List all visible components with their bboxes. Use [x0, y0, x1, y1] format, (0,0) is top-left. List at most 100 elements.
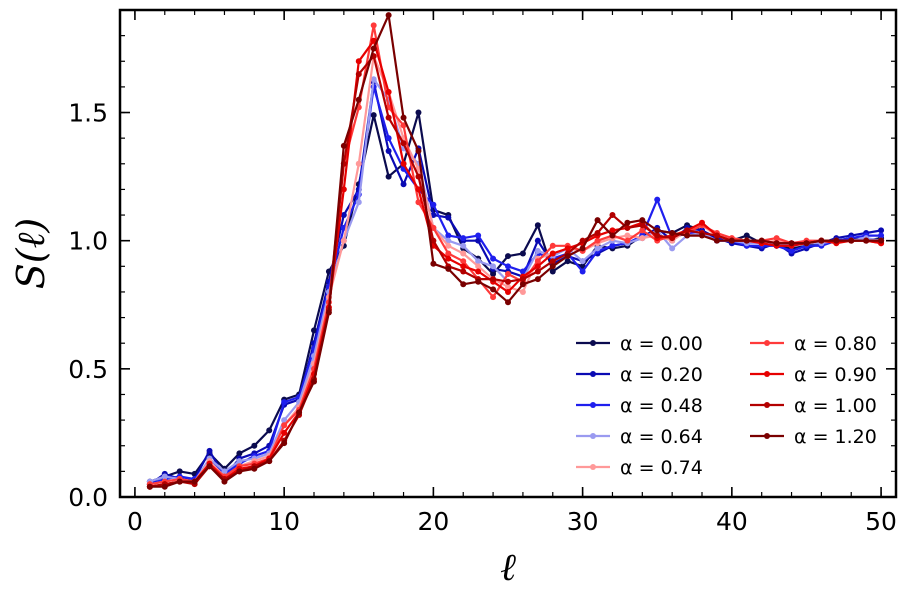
data-point	[191, 478, 198, 485]
data-point	[400, 122, 407, 129]
data-point	[534, 268, 541, 275]
series-0	[146, 109, 885, 485]
data-point	[549, 263, 556, 270]
data-point	[654, 227, 661, 234]
data-point	[146, 483, 153, 490]
data-point	[400, 181, 407, 188]
data-point	[564, 253, 571, 260]
data-point	[355, 71, 362, 78]
series-line	[149, 54, 882, 486]
data-point	[505, 283, 511, 290]
data-point	[460, 281, 467, 288]
data-point	[325, 309, 332, 316]
data-point	[878, 227, 885, 234]
x-tick-label: 50	[865, 507, 897, 536]
data-point	[385, 12, 392, 19]
data-point	[534, 222, 541, 229]
data-point	[415, 186, 422, 193]
data-point	[728, 237, 735, 244]
data-point	[594, 237, 601, 244]
series-line	[149, 54, 882, 488]
data-point	[624, 232, 631, 239]
data-point	[445, 232, 452, 239]
data-point	[340, 142, 347, 149]
data-point	[654, 232, 661, 239]
data-point	[519, 268, 526, 275]
x-tick-label: 0	[127, 507, 143, 536]
data-point	[564, 245, 571, 252]
x-axis-label: ℓ	[500, 545, 516, 589]
legend-swatch-marker	[764, 402, 770, 408]
data-point	[519, 288, 526, 295]
legend-entry: α = 0.20	[576, 364, 703, 386]
data-point	[505, 299, 511, 306]
data-point	[281, 429, 288, 436]
y-tick-label: 1.0	[68, 227, 108, 256]
plot-border	[118, 8, 898, 499]
data-point	[266, 458, 273, 465]
legend-entry: α = 0.64	[576, 426, 703, 448]
data-point	[385, 114, 392, 121]
data-point	[594, 229, 601, 236]
data-point	[609, 242, 616, 249]
series-line	[149, 39, 882, 488]
y-tick-label: 1.5	[68, 99, 108, 128]
legend-label: α = 0.64	[620, 426, 703, 448]
data-point	[743, 232, 750, 239]
data-point	[460, 242, 467, 249]
legend-swatch-marker	[590, 402, 596, 408]
data-point	[549, 242, 556, 249]
data-point	[803, 240, 810, 247]
data-point	[788, 240, 795, 247]
legend-label: α = 1.00	[794, 395, 877, 417]
data-point	[370, 45, 377, 52]
data-point	[400, 114, 407, 121]
data-point	[579, 268, 586, 275]
data-point	[430, 237, 437, 244]
data-point	[385, 135, 392, 142]
data-point	[549, 250, 556, 257]
series-6	[146, 37, 885, 490]
data-point	[490, 276, 497, 283]
data-point	[699, 219, 705, 226]
legend-entry: α = 0.74	[576, 457, 703, 479]
series-line	[149, 111, 882, 483]
data-point	[281, 399, 288, 406]
series-8	[146, 12, 885, 490]
data-point	[460, 268, 467, 275]
data-point	[505, 253, 511, 260]
data-point	[206, 447, 213, 454]
data-point	[699, 232, 705, 239]
legend: α = 0.00 α = 0.20 α = 0.48 α = 0.64 α = 0.74…	[576, 333, 877, 479]
data-point	[400, 160, 407, 167]
legend-label: α = 1.20	[794, 426, 877, 448]
data-point	[758, 237, 765, 244]
y-tick-label: 0.0	[68, 483, 108, 512]
data-point	[311, 327, 317, 334]
axis-ticks: 0 10 20 30 40 50 0.0 0.5 1.0 1.5	[68, 9, 897, 536]
data-point	[161, 483, 168, 490]
legend-entry: α = 1.00	[750, 395, 877, 417]
legend-swatch-marker	[590, 340, 596, 346]
data-point	[236, 450, 243, 457]
data-point	[609, 212, 616, 219]
data-point	[534, 258, 541, 265]
data-point	[505, 288, 511, 295]
data-point	[311, 378, 317, 385]
data-point	[878, 232, 885, 239]
data-point	[176, 468, 183, 475]
data-point	[505, 263, 511, 270]
data-point	[385, 89, 392, 96]
data-point	[848, 237, 855, 244]
data-point	[833, 237, 840, 244]
data-point	[549, 268, 556, 275]
legend-label: α = 0.48	[620, 395, 703, 417]
data-point	[609, 227, 616, 234]
data-point	[340, 212, 347, 219]
data-point	[281, 440, 288, 447]
data-point	[878, 237, 885, 244]
data-point	[490, 255, 497, 262]
data-point	[385, 147, 392, 154]
legend-label: α = 0.00	[620, 333, 703, 355]
data-point	[594, 245, 601, 252]
